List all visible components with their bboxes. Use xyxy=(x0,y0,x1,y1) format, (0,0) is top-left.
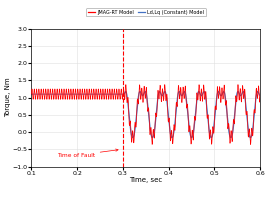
Y-axis label: Torque, Nm: Torque, Nm xyxy=(5,78,11,117)
Text: Time of Fault: Time of Fault xyxy=(57,149,118,158)
Legend: JMAG-RT Model, Ld,Lq (Constant) Model: JMAG-RT Model, Ld,Lq (Constant) Model xyxy=(86,8,206,16)
X-axis label: Time, sec: Time, sec xyxy=(129,177,163,183)
